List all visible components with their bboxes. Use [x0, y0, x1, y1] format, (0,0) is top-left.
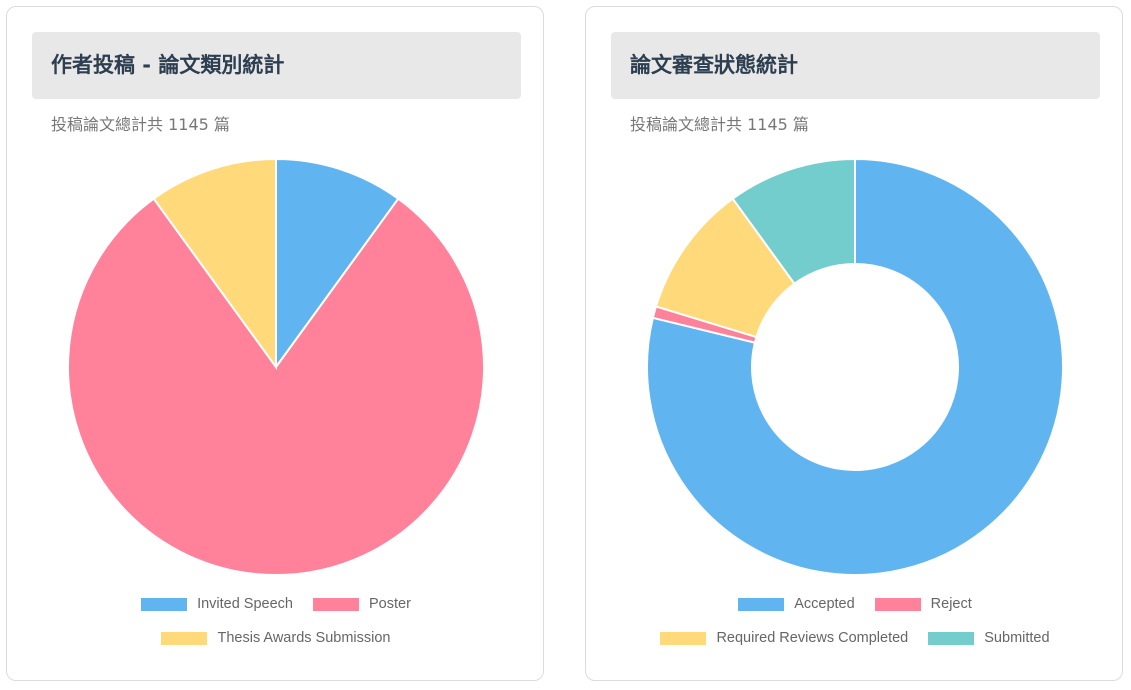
chart [67, 157, 485, 576]
legend-item[interactable]: Thesis Awards Submission [161, 621, 391, 655]
legend-swatch [161, 631, 208, 645]
card-title: 作者投稿 - 論文類別統計 [51, 53, 285, 77]
legend-swatch [738, 597, 785, 611]
legend-label: Accepted [794, 596, 855, 612]
legend-item[interactable]: Required Reviews Completed [660, 621, 908, 655]
legend: Invited Speech Poster Thesis Awards Submis… [66, 587, 486, 655]
card-header: 論文審查狀態統計 [611, 32, 1100, 99]
legend-item[interactable]: Accepted [738, 587, 855, 621]
legend-label: Invited Speech [197, 596, 293, 612]
slice [152, 157, 277, 371]
legend-label: Reject [930, 596, 972, 612]
slice [731, 157, 856, 286]
legend-label: Poster [369, 596, 411, 612]
legend-label: Thesis Awards Submission [217, 630, 391, 646]
legend-swatch [141, 597, 188, 611]
legend-item[interactable]: Submitted [928, 621, 1050, 655]
legend-item[interactable]: Poster [313, 587, 411, 621]
slice [275, 157, 400, 371]
legend-swatch [874, 597, 921, 611]
legend-label: Submitted [984, 630, 1050, 646]
legend-item[interactable]: Invited Speech [141, 587, 293, 621]
card-title: 論文審查狀態統計 [630, 53, 798, 77]
slice [646, 157, 1064, 576]
legend-swatch [313, 597, 359, 611]
chart [646, 157, 1064, 576]
chart-card: 作者投稿 - 論文類別統計投稿論文總計共 1145 篇 Invited Speec… [6, 6, 544, 681]
slice [67, 197, 485, 576]
legend-swatch [660, 631, 707, 645]
chart-card: 論文審查狀態統計投稿論文總計共 1145 篇 Accepted Reject Requ… [585, 6, 1123, 681]
legend-swatch [928, 631, 975, 645]
legend-item[interactable]: Reject [874, 587, 972, 621]
legend-label: Required Reviews Completed [716, 630, 909, 646]
card-subtitle: 投稿論文總計共 1145 篇 [51, 115, 230, 134]
card-header: 作者投稿 - 論文類別統計 [32, 32, 521, 99]
card-subtitle: 投稿論文總計共 1145 篇 [630, 115, 809, 134]
legend: Accepted Reject Required Reviews Completed… [645, 587, 1065, 655]
